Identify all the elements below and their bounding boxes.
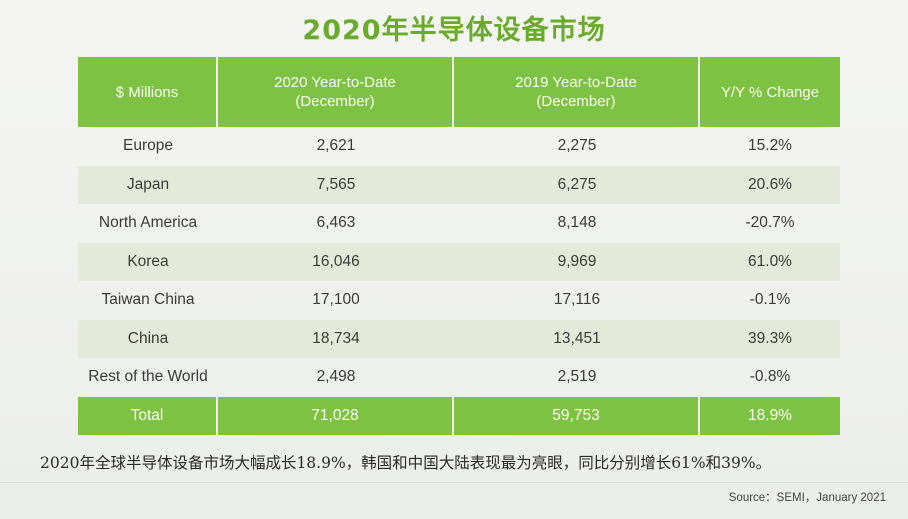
source-note: Source：SEMI，January 2021 [728, 492, 886, 504]
cell-yoy: -20.7% [745, 214, 795, 232]
cell-total-label: Total [78, 396, 218, 435]
table-row-rest-of-world: Rest of the World 2,498 2,519 -0.8% [78, 358, 840, 397]
header-yoy-change: Y/Y % Change [700, 57, 840, 127]
table-body: Europe 2,621 2,275 15.2% Japan 7,565 6,2… [78, 127, 840, 435]
table-row-taiwan-china: Taiwan China 17,100 17,116 -0.1% [78, 281, 840, 320]
header-2020-ytd: 2020 Year-to-Date (December) [218, 57, 454, 127]
cell-2020-ytd: 2,498 [316, 368, 356, 386]
cell-2019-ytd: 9,969 [454, 242, 700, 281]
header-2019-ytd-line1: 2019 Year-to-Date [515, 74, 637, 91]
cell-yoy: 61.0% [700, 242, 840, 281]
slide-title: 2020年半导体设备市场 [302, 15, 606, 46]
header-units-label: $ Millions [115, 83, 179, 101]
cell-yoy: 39.3% [700, 319, 840, 358]
table-row-north-america: North America 6,463 8,148 -20.7% [78, 204, 840, 243]
cell-2020-ytd: 7,565 [218, 165, 454, 204]
cell-2020-ytd: 6,463 [316, 214, 356, 232]
table-row-japan: Japan 7,565 6,275 20.6% [78, 165, 840, 204]
cell-2019-ytd: 17,116 [553, 291, 601, 309]
header-units: $ Millions [78, 57, 218, 127]
summary-caption: 2020年全球半导体设备市场大幅成长18.9%，韩国和中国大陆表现最为亮眼，同比… [40, 454, 772, 472]
cell-region: Rest of the World [88, 368, 208, 386]
cell-2020-ytd: 17,100 [312, 291, 360, 309]
cell-2019-ytd: 2,519 [557, 368, 597, 386]
header-2020-ytd-line1: 2020 Year-to-Date [274, 74, 396, 91]
cell-2020-ytd: 16,046 [218, 242, 454, 281]
cell-region: North America [98, 214, 198, 232]
header-2019-ytd-line2: (December) [536, 93, 616, 110]
cell-region: Europe [123, 137, 173, 155]
cell-yoy: -0.8% [749, 368, 791, 386]
cell-2019-ytd: 6,275 [454, 165, 700, 204]
header-2019-ytd: 2019 Year-to-Date (December) [454, 57, 700, 127]
market-table: $ Millions 2020 Year-to-Date (December) … [78, 57, 840, 435]
footer-divider [0, 482, 908, 483]
table-row-total: Total 71,028 59,753 18.9% [78, 396, 840, 435]
cell-yoy: 15.2% [748, 137, 792, 155]
cell-total-2019-ytd: 59,753 [454, 396, 700, 435]
cell-total-yoy: 18.9% [700, 396, 840, 435]
cell-yoy: -0.1% [749, 291, 791, 309]
table-header-row: $ Millions 2020 Year-to-Date (December) … [78, 57, 840, 127]
cell-2019-ytd: 13,451 [454, 319, 700, 358]
header-yoy-label: Y/Y % Change [720, 83, 820, 101]
cell-2019-ytd: 8,148 [557, 214, 597, 232]
table-row-china: China 18,734 13,451 39.3% [78, 319, 840, 358]
market-table-container: $ Millions 2020 Year-to-Date (December) … [78, 57, 840, 435]
cell-yoy: 20.6% [700, 165, 840, 204]
header-2020-ytd-line2: (December) [295, 93, 375, 110]
cell-region: Korea [78, 242, 218, 281]
cell-region: China [78, 319, 218, 358]
cell-2019-ytd: 2,275 [557, 137, 597, 155]
cell-region: Japan [78, 165, 218, 204]
table-row-korea: Korea 16,046 9,969 61.0% [78, 242, 840, 281]
cell-region: Taiwan China [101, 291, 195, 309]
cell-2020-ytd: 2,621 [316, 137, 356, 155]
cell-total-2020-ytd: 71,028 [218, 396, 454, 435]
table-row-europe: Europe 2,621 2,275 15.2% [78, 127, 840, 166]
cell-2020-ytd: 18,734 [218, 319, 454, 358]
